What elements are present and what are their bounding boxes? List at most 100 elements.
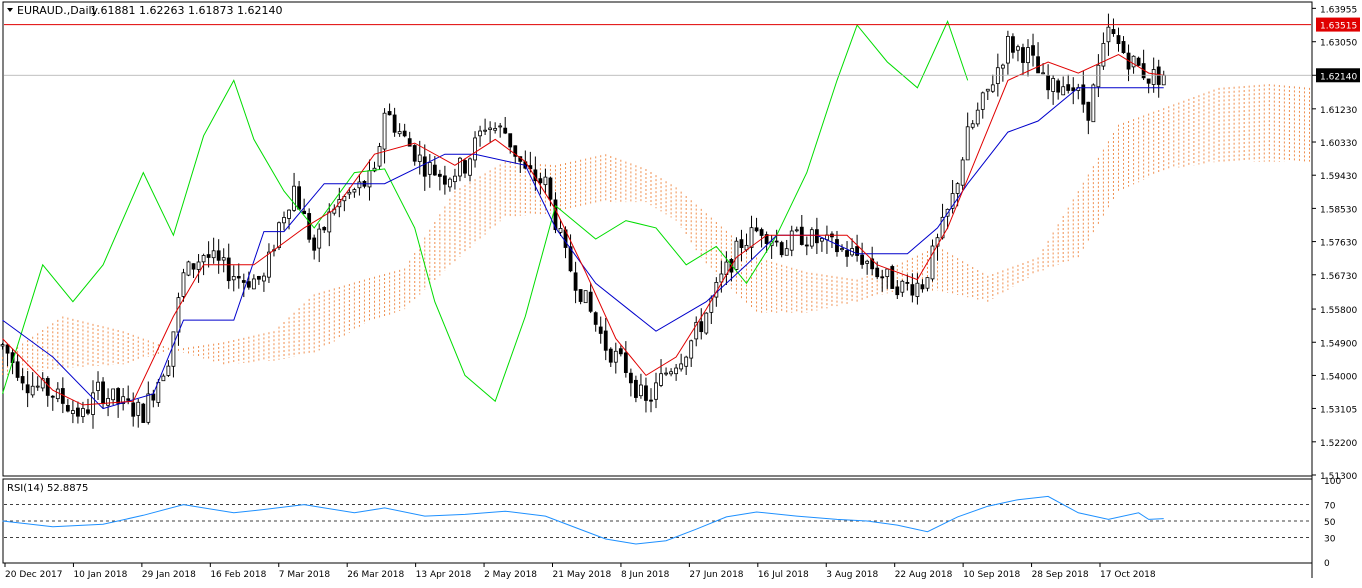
price-tick-label: 1.51300 bbox=[1320, 472, 1357, 482]
candle-bear bbox=[739, 239, 744, 248]
time-tick-label: 16 Feb 2018 bbox=[210, 570, 266, 580]
rsi-axis-label: 100 bbox=[1324, 477, 1341, 487]
rsi-label: RSI(14) 52.8875 bbox=[7, 483, 88, 494]
candle-bull bbox=[196, 261, 201, 270]
rsi-line bbox=[2, 495, 1164, 545]
candle-bull bbox=[473, 137, 477, 161]
candle-bull bbox=[347, 191, 352, 195]
candle-bull bbox=[417, 154, 422, 162]
price-panel: EURAUD.,Daily 1.61881 1.62263 1.61873 1.… bbox=[0, 1, 1313, 477]
candle-bear bbox=[890, 266, 895, 289]
candle-bull bbox=[292, 185, 296, 211]
price-tick-label: 1.57630 bbox=[1320, 239, 1357, 249]
candle-bear bbox=[573, 272, 578, 291]
price-tick-label: 1.54900 bbox=[1320, 339, 1357, 349]
candle-bear bbox=[538, 178, 543, 184]
candle-bull bbox=[96, 381, 100, 391]
chart-header[interactable]: EURAUD.,Daily 1.61881 1.62263 1.61873 1.… bbox=[7, 4, 282, 17]
candle-bear bbox=[548, 177, 553, 200]
candle-bear bbox=[76, 407, 80, 417]
candle-bear bbox=[764, 234, 769, 244]
rsi-axis-label: 0 bbox=[1324, 559, 1330, 569]
rsi-axis-label: 50 bbox=[1324, 518, 1336, 528]
candle-bull bbox=[231, 276, 236, 281]
candle-bull bbox=[865, 260, 870, 264]
time-tick-label: 2 May 2018 bbox=[484, 570, 537, 580]
candle-bull bbox=[493, 128, 498, 131]
candle-bear bbox=[754, 227, 759, 232]
candle-bear bbox=[649, 399, 653, 402]
candle-bear bbox=[920, 284, 925, 290]
candle-bull bbox=[955, 183, 960, 194]
candle-bear bbox=[699, 321, 704, 333]
time-tick-label: 20 Dec 2017 bbox=[5, 570, 63, 580]
candle-bull bbox=[985, 88, 990, 92]
candle-bear bbox=[25, 384, 30, 394]
time-tick-label: 10 Jan 2018 bbox=[73, 570, 127, 580]
candle-bear bbox=[437, 173, 442, 177]
indicator-lines bbox=[2, 20, 1164, 410]
candle-bull bbox=[719, 273, 724, 283]
candle-bear bbox=[644, 385, 648, 401]
candle-bear bbox=[870, 258, 875, 270]
candle-bear bbox=[508, 133, 513, 148]
time-tick-label: 28 Sep 2018 bbox=[1032, 570, 1089, 580]
candle-bear bbox=[407, 138, 412, 147]
candle-bull bbox=[121, 396, 126, 404]
candle-bull bbox=[55, 388, 60, 400]
candle-bear bbox=[322, 227, 327, 231]
candle-bull bbox=[327, 211, 332, 233]
current-price-badge: 1.62140 bbox=[1320, 72, 1357, 82]
candle-bear bbox=[307, 213, 312, 240]
candle-bull bbox=[166, 365, 171, 376]
candle-bull bbox=[1096, 64, 1101, 88]
price-tick-label: 1.60330 bbox=[1320, 139, 1357, 149]
candle-bull bbox=[136, 401, 141, 416]
candle-bear bbox=[628, 372, 633, 384]
candle-bear bbox=[1081, 84, 1086, 105]
candle-bull bbox=[478, 130, 482, 137]
candle-bear bbox=[1136, 57, 1141, 66]
candle-bull bbox=[1016, 46, 1020, 51]
candle-bull bbox=[397, 131, 402, 135]
candle-bull bbox=[689, 340, 694, 359]
candle-bull bbox=[583, 290, 588, 304]
candle-bull bbox=[1106, 26, 1111, 43]
price-tick-label: 1.56730 bbox=[1320, 272, 1357, 282]
candle-bull bbox=[0, 344, 5, 347]
candle-bull bbox=[81, 408, 85, 417]
candle-bear bbox=[297, 186, 302, 210]
candle-bull bbox=[1131, 55, 1136, 68]
price-tick-label: 1.63955 bbox=[1320, 5, 1357, 15]
candle-bull bbox=[809, 229, 814, 247]
candle-bear bbox=[116, 388, 121, 404]
candle-bull bbox=[176, 297, 181, 333]
candle-bull bbox=[694, 321, 699, 340]
candle-bull bbox=[40, 378, 45, 389]
candle-bull bbox=[262, 275, 266, 282]
candle-bear bbox=[206, 254, 211, 258]
price-tick-label: 1.54000 bbox=[1320, 372, 1357, 382]
candle-bull bbox=[749, 227, 754, 248]
candle-bull bbox=[965, 126, 970, 161]
candle-bear bbox=[875, 267, 880, 278]
candle-bear bbox=[246, 281, 251, 288]
candle-bear bbox=[402, 130, 407, 137]
candle-bull bbox=[915, 282, 920, 297]
candle-bull bbox=[1151, 69, 1156, 85]
time-tick-label: 22 Aug 2018 bbox=[895, 570, 953, 580]
candle-bear bbox=[578, 289, 583, 302]
candle-bear bbox=[302, 210, 307, 215]
chikou-span-line bbox=[2, 20, 969, 403]
candle-bull bbox=[382, 112, 387, 150]
candle-bear bbox=[191, 263, 196, 270]
candle-bull bbox=[146, 393, 151, 423]
candle-bear bbox=[126, 398, 131, 401]
candle-bear bbox=[553, 199, 558, 231]
candle-bear bbox=[236, 276, 241, 279]
candle-bull bbox=[161, 375, 166, 382]
candle-bear bbox=[20, 376, 25, 384]
candle-bull bbox=[342, 196, 347, 202]
triangle-down-icon[interactable] bbox=[7, 8, 13, 12]
